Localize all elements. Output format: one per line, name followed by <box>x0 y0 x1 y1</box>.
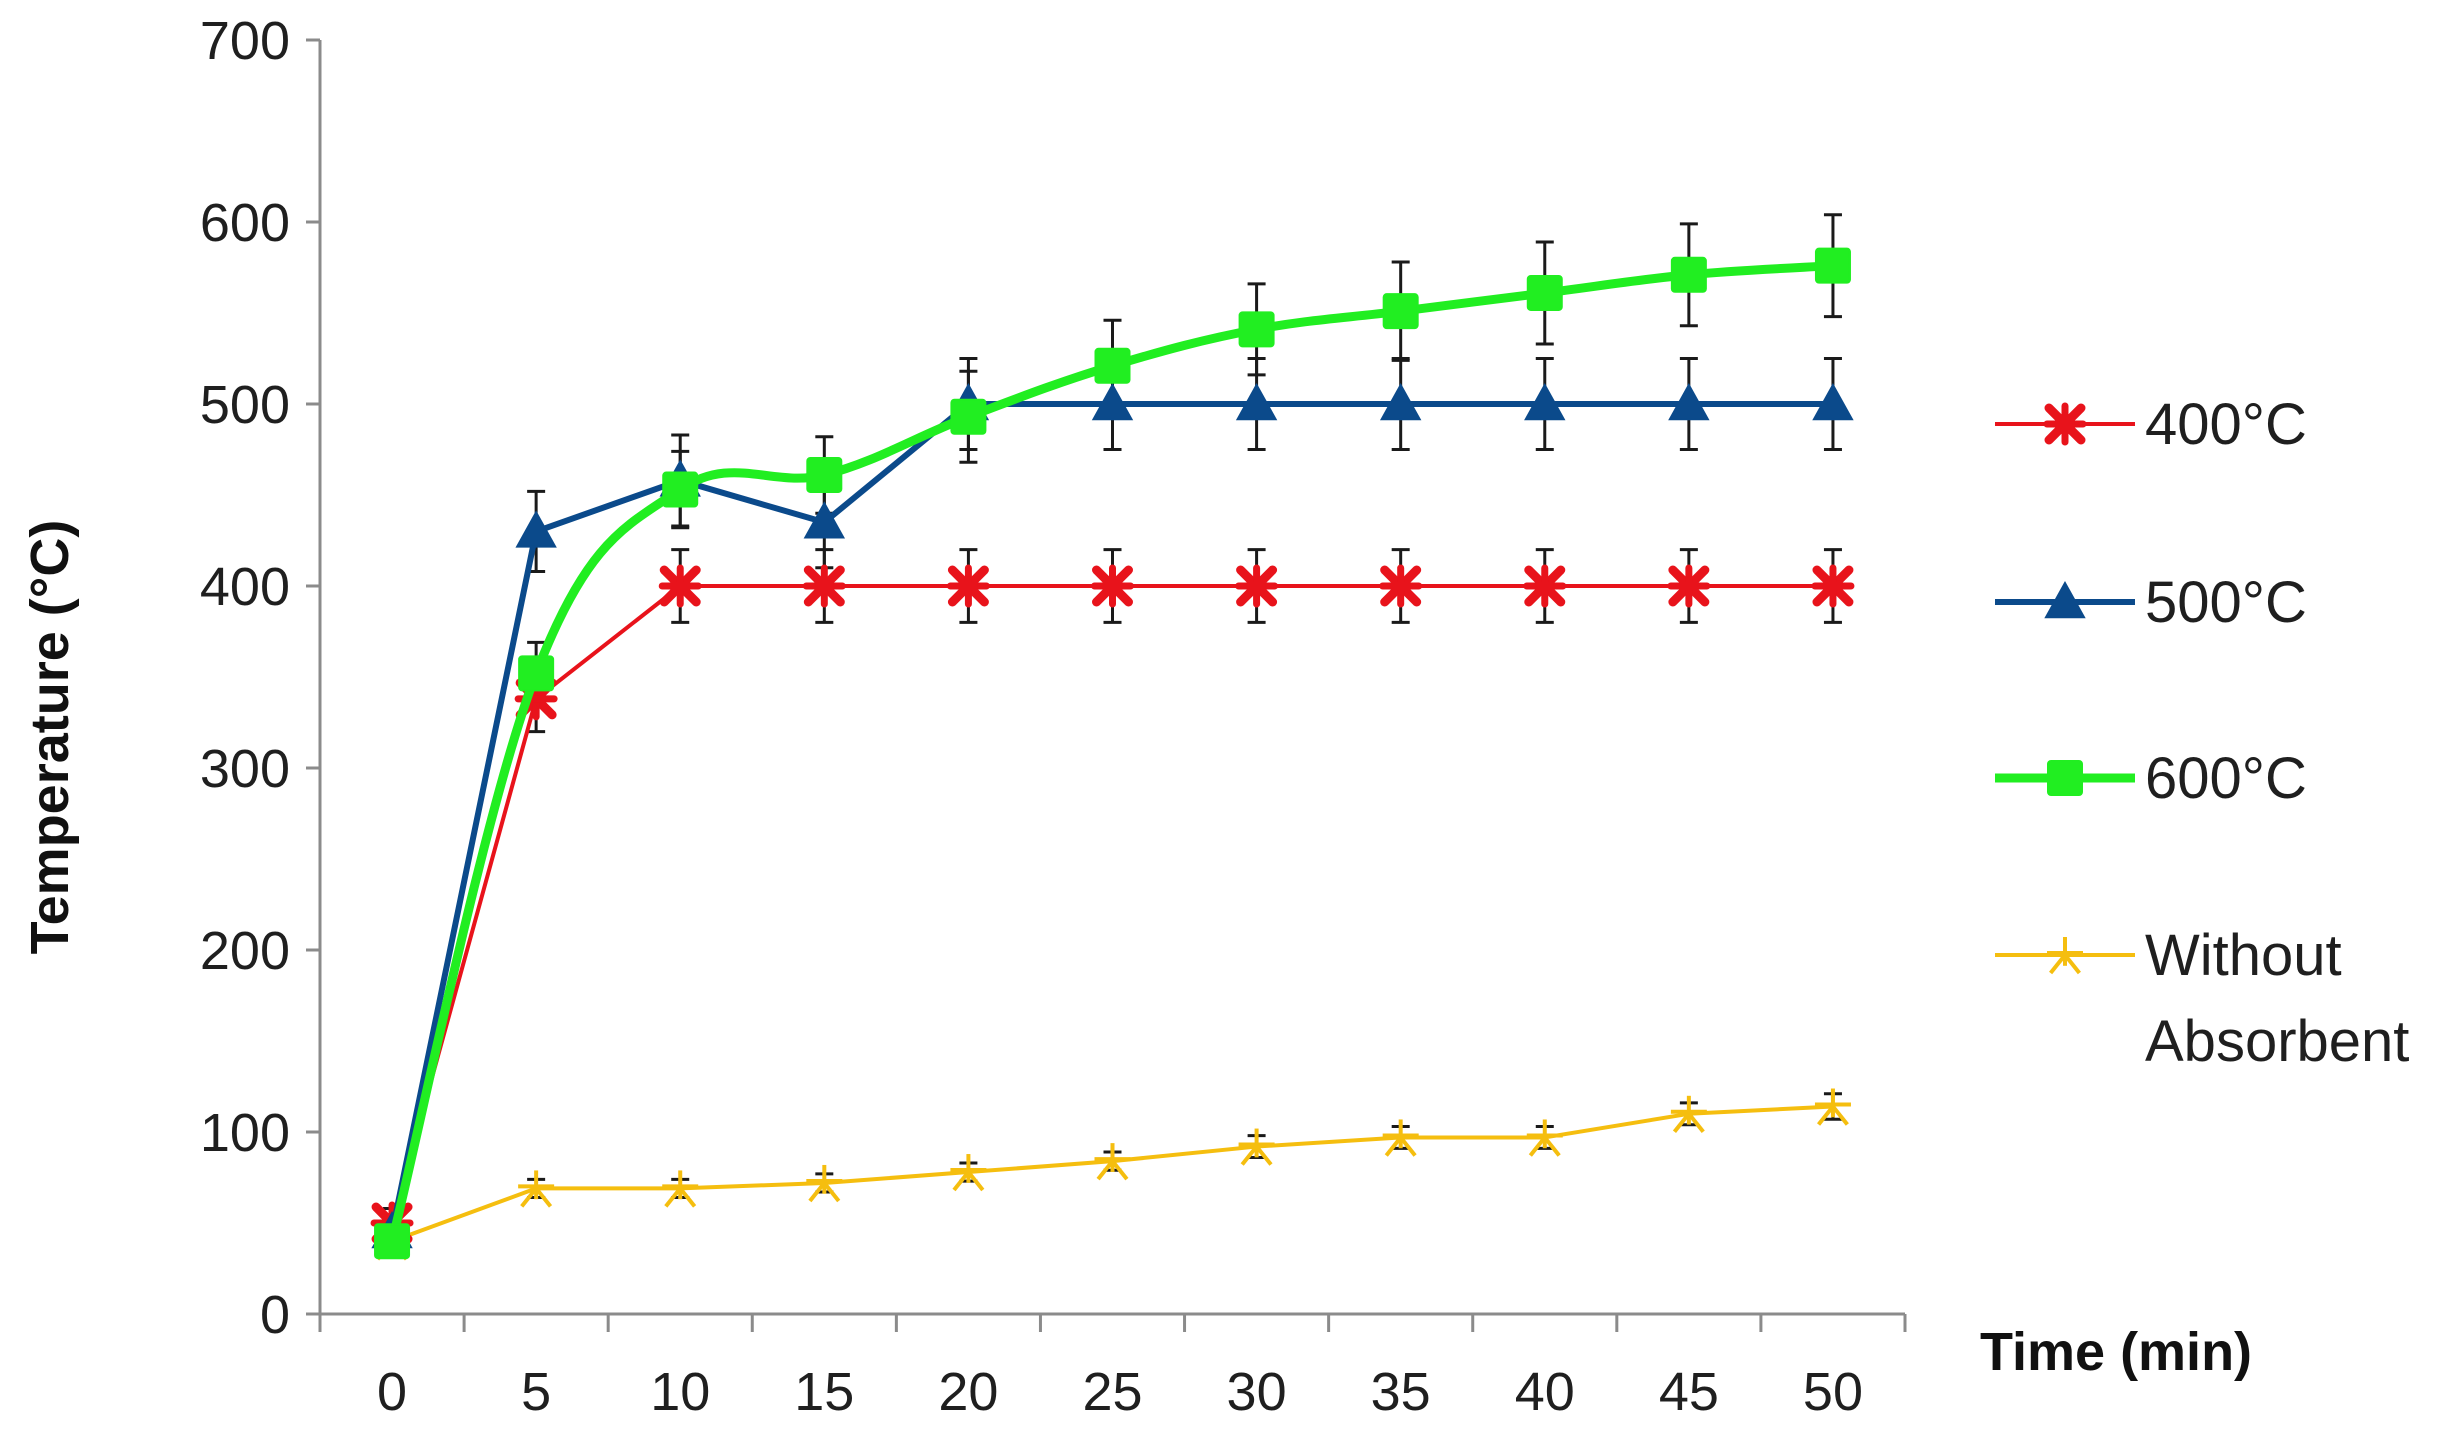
data-point-marker <box>1814 247 1851 284</box>
data-point-marker <box>1526 274 1563 311</box>
data-point-marker <box>1812 382 1854 421</box>
legend-entry: Without Absorbent <box>1995 923 2409 1074</box>
data-point-marker <box>1523 564 1567 608</box>
data-point-marker <box>1670 1095 1707 1134</box>
x-tick-label: 35 <box>1371 1362 1431 1422</box>
legend-marker <box>2044 580 2086 619</box>
data-point-marker <box>1094 1143 1131 1181</box>
legend-marker <box>2047 937 2083 975</box>
x-tick-label: 30 <box>1227 1362 1287 1422</box>
data-point-marker <box>950 398 987 435</box>
y-tick-label: 400 <box>200 557 290 617</box>
x-tick-label: 10 <box>650 1362 710 1422</box>
data-point-marker <box>1814 1088 1851 1126</box>
series-line <box>389 401 1833 1233</box>
data-point-marker <box>1667 564 1711 608</box>
legend-entry: 400°C <box>1995 392 2307 457</box>
series-3 <box>374 1088 1851 1261</box>
legend: 400°C 500°C 600°C Without Absorbent <box>1995 392 2409 1074</box>
legend-marker <box>2043 402 2087 446</box>
x-tick-label: 45 <box>1659 1362 1719 1422</box>
series-line <box>391 1104 1834 1244</box>
x-tick-label: 0 <box>377 1362 407 1422</box>
data-point-marker <box>1238 311 1275 348</box>
data-point-marker <box>946 564 990 608</box>
y-tick-label: 700 <box>200 11 290 71</box>
x-tick-label: 25 <box>1082 1362 1142 1422</box>
y-tick-label: 100 <box>200 1103 290 1163</box>
y-tick-label: 600 <box>200 193 290 253</box>
data-point-marker <box>518 655 555 692</box>
data-point-marker <box>1811 564 1855 608</box>
legend-label: 400°C <box>2145 392 2307 457</box>
legend-label: 600°C <box>2145 746 2307 811</box>
legend-marker <box>2047 760 2083 796</box>
legend-label: 500°C <box>2145 570 2307 635</box>
legend-entry: 600°C <box>1995 746 2307 811</box>
data-point-marker <box>950 1154 987 1192</box>
data-point-marker <box>1235 564 1279 608</box>
x-tick-label: 40 <box>1515 1362 1575 1422</box>
series-0 <box>370 564 1855 1245</box>
x-axis-title: Time (min) <box>1980 1322 2252 1382</box>
y-tick-label: 500 <box>200 375 290 435</box>
data-point-marker <box>518 1170 555 1208</box>
series-layer <box>370 247 1855 1261</box>
x-tick-label: 15 <box>794 1362 854 1422</box>
x-tick-label: 50 <box>1803 1362 1863 1422</box>
data-point-marker <box>1235 382 1278 421</box>
data-point-marker <box>1668 382 1710 421</box>
data-point-marker <box>806 1164 843 1203</box>
y-tick-label: 0 <box>260 1285 290 1345</box>
y-axis-title: Temperature (°C) <box>20 520 80 955</box>
data-point-marker <box>1379 382 1422 421</box>
data-point-marker <box>1094 347 1131 384</box>
y-tick-label: 300 <box>200 739 290 799</box>
y-tick-label: 200 <box>200 921 290 981</box>
data-point-marker <box>1382 293 1419 330</box>
data-point-marker <box>658 564 702 608</box>
axes-layer: 0 100 200 300 400 500 600 700 0 5 10 15 20 25 30 35 40 45… <box>200 11 1907 1422</box>
data-point-marker <box>1382 1119 1419 1157</box>
data-point-marker <box>803 501 846 539</box>
data-point-marker <box>1091 564 1134 608</box>
data-point-marker <box>1379 564 1423 608</box>
legend-entry: 500°C <box>1995 570 2307 635</box>
legend-label: Without Absorbent <box>2145 923 2409 1074</box>
data-point-marker <box>802 564 846 608</box>
series-2 <box>374 247 1851 1260</box>
series-1 <box>371 382 1854 1249</box>
data-point-marker <box>1524 382 1566 421</box>
data-point-marker <box>515 510 557 548</box>
x-tick-label: 20 <box>938 1362 998 1422</box>
data-point-marker <box>662 1170 699 1208</box>
data-point-marker <box>1238 1128 1275 1166</box>
data-point-marker <box>374 1223 411 1260</box>
x-tick-label: 5 <box>521 1362 551 1422</box>
data-point-marker <box>1670 256 1707 293</box>
data-point-marker <box>1526 1119 1563 1157</box>
data-point-marker <box>1091 382 1134 421</box>
data-point-marker <box>662 471 699 508</box>
data-point-marker <box>806 456 843 493</box>
